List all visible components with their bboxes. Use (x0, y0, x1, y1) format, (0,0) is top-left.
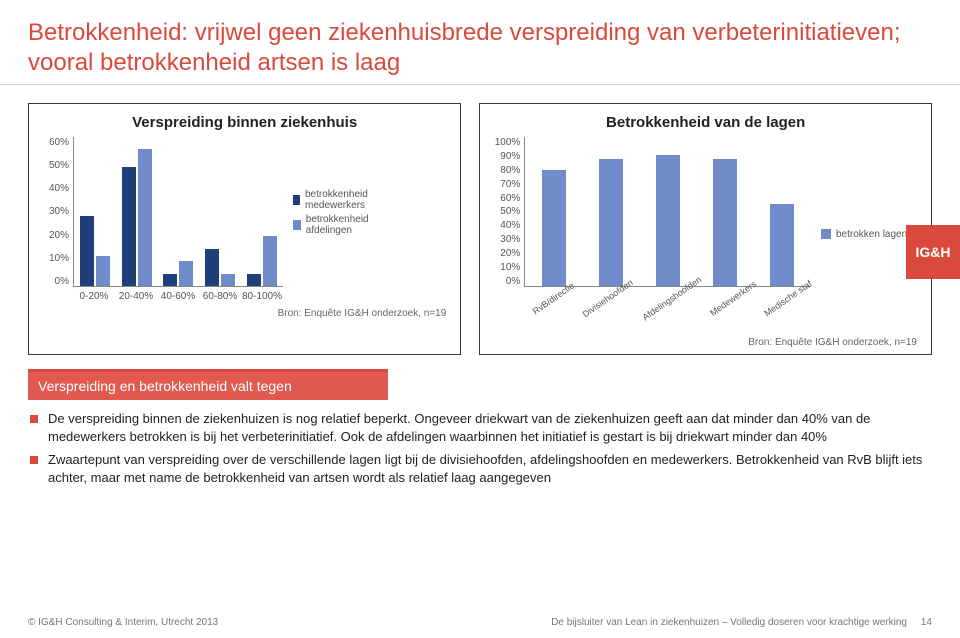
bar (770, 204, 794, 286)
chart2-xlabels: RvB/directieDivisiehoofdenAfdelingshoofd… (490, 291, 811, 331)
slide-title: Betrokkenheid: vrijwel geen ziekenhuisbr… (0, 0, 960, 85)
footer-right: De bijsluiter van Lean in ziekenhuizen –… (551, 617, 932, 628)
bullet-item: De verspreiding binnen de ziekenhuizen i… (48, 410, 924, 445)
bar (80, 216, 94, 286)
page-number: 14 (921, 617, 932, 628)
charts-row: Verspreiding binnen ziekenhuis 60%50%40%… (0, 91, 960, 355)
legend-swatch (293, 195, 300, 205)
bar (205, 249, 219, 286)
bar (247, 274, 261, 286)
logo-igh: IG&H (906, 225, 960, 279)
chart1-title: Verspreiding binnen ziekenhuis (39, 114, 450, 131)
bar (122, 167, 136, 286)
bar (179, 261, 193, 286)
bar (542, 170, 566, 286)
chart1-source: Bron: Enquête IG&H onderzoek, n=19 (39, 302, 450, 321)
bullet-list: De verspreiding binnen de ziekenhuizen i… (0, 406, 960, 486)
legend-item: betrokkenheid afdelingen (293, 214, 393, 236)
legend-label: betrokkenheid medewerkers (305, 189, 393, 211)
chart1-yaxis: 60%50%40%30%20%10%0% (39, 137, 73, 287)
footer: © IG&H Consulting & Interim, Utrecht 201… (28, 617, 932, 628)
chart2-yaxis: 100%90%80%70%60%50%40%30%20%10%0% (490, 137, 524, 287)
bar (221, 274, 235, 286)
legend-label: betrokken lagen (836, 229, 907, 240)
chart1-plot (73, 137, 283, 287)
bar (263, 236, 277, 286)
chart2-plot (524, 137, 811, 287)
footer-right-text: De bijsluiter van Lean in ziekenhuizen –… (551, 617, 907, 628)
bar (138, 149, 152, 286)
chart1-xlabels: 0-20%20-40%40-60%60-80%80-100% (39, 291, 283, 302)
bar (599, 159, 623, 286)
bar (656, 155, 680, 286)
callout: Verspreiding en betrokkenheid valt tegen (28, 369, 388, 400)
chart2-container: Betrokkenheid van de lagen 100%90%80%70%… (479, 103, 932, 355)
chart1-container: Verspreiding binnen ziekenhuis 60%50%40%… (28, 103, 461, 355)
callout-label: Verspreiding en betrokkenheid valt tegen (28, 372, 388, 400)
chart1-legend: betrokkenheid medewerkers betrokkenheid … (283, 186, 393, 239)
bar (713, 159, 737, 286)
legend-item: betrokkenheid medewerkers (293, 189, 393, 211)
chart2-legend: betrokken lagen (811, 226, 921, 243)
bar (163, 274, 177, 286)
bar (96, 256, 110, 286)
bullet-item: Zwaartepunt van verspreiding over de ver… (48, 451, 924, 486)
chart2-title: Betrokkenheid van de lagen (490, 114, 921, 131)
legend-label: betrokkenheid afdelingen (306, 214, 393, 236)
chart1-yaxis-wrap: 60%50%40%30%20%10%0% (39, 137, 283, 287)
footer-left: © IG&H Consulting & Interim, Utrecht 201… (28, 617, 218, 628)
legend-swatch (821, 229, 831, 239)
legend-swatch (293, 220, 301, 230)
